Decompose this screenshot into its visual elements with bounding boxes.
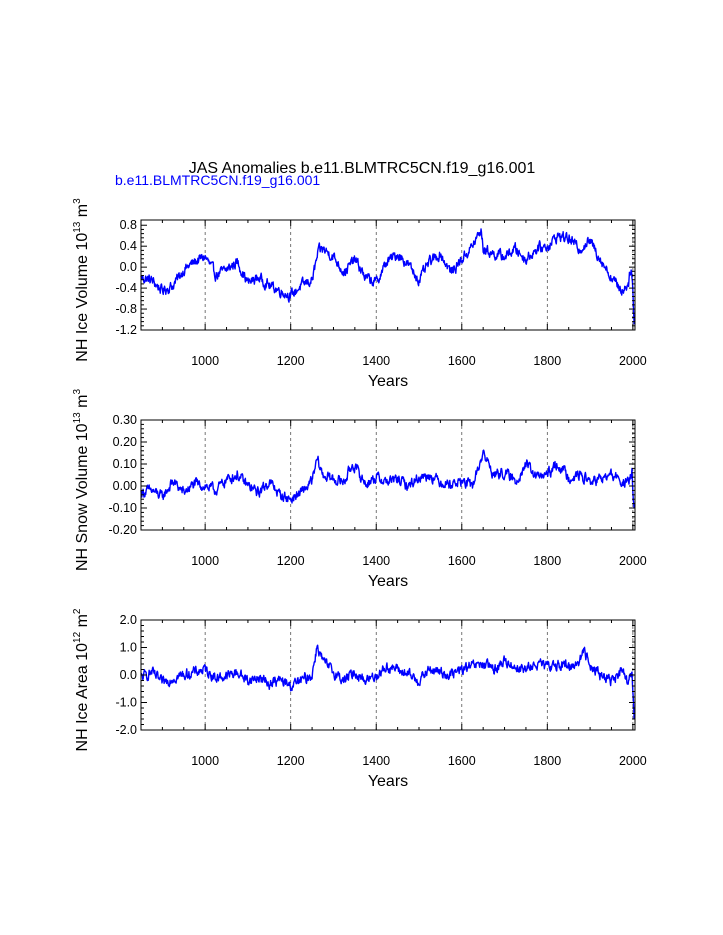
x-tick-label: 1600: [448, 754, 476, 768]
x-tick-label: 2000: [619, 754, 647, 768]
y-tick-label: 0.8: [120, 218, 137, 232]
y-axis-title: NH Ice Volume 1013 m3: [72, 198, 91, 362]
x-tick-label: 1000: [191, 354, 219, 368]
y-tick-label: 2.0: [120, 613, 137, 627]
x-tick-label: 1800: [533, 554, 561, 568]
figure-title: JAS Anomalies b.e11.BLMTRC5CN.f19_g16.00…: [189, 160, 536, 177]
y-tick-label: 0.10: [113, 457, 137, 471]
y-tick-label: 0.4: [120, 239, 137, 253]
x-tick-label: 1600: [448, 354, 476, 368]
chart-panel-1: 1000 1200 1400 1600 1800 2000 0.8 0.4 0.0 -0.4 -0.…: [72, 198, 647, 390]
legend-label: b.e11.BLMTRC5CN.f19_g16.001: [115, 172, 320, 188]
chart-panels: 1000 1200 1400 1600 1800 2000 0.8 0.4 0.0 -0.4 -0.…: [72, 198, 647, 790]
plot-frame: [140, 219, 636, 331]
x-axis-title: Years: [368, 573, 408, 590]
x-axis-title: Years: [368, 773, 408, 790]
x-tick-label: 1800: [533, 754, 561, 768]
x-tick-label: 1200: [277, 354, 305, 368]
plot-frame: [140, 419, 636, 531]
x-tick-label: 1400: [362, 754, 390, 768]
x-tick-label: 1200: [277, 754, 305, 768]
x-tick-label: 1200: [277, 554, 305, 568]
y-tick-label: 0.30: [113, 413, 137, 427]
x-tick-label: 2000: [619, 554, 647, 568]
data-series-line: [140, 228, 635, 325]
data-series-line: [140, 644, 635, 719]
y-axis-title: NH Ice Area 1012 m2: [72, 608, 91, 751]
y-tick-label: 0.0: [120, 260, 137, 274]
y-tick-label: -2.0: [115, 723, 137, 737]
y-tick-label: 0.00: [113, 479, 137, 493]
x-tick-label: 2000: [619, 354, 647, 368]
y-tick-label: -1.0: [115, 696, 137, 710]
y-tick-label: -0.10: [109, 501, 138, 515]
y-tick-label: -1.2: [115, 323, 137, 337]
y-tick-label: 1.0: [120, 641, 137, 655]
chart-panel-3: 1000 1200 1400 1600 1800 2000 2.0 1.0 0.0 -1.0 -2.…: [72, 608, 647, 790]
y-tick-label: 0.0: [120, 668, 137, 682]
x-tick-label: 1600: [448, 554, 476, 568]
y-axis-title: NH Snow Volume 1013 m3: [72, 389, 91, 572]
x-tick-label: 1800: [533, 354, 561, 368]
x-tick-label: 1400: [362, 554, 390, 568]
chart-panel-2: 1000 1200 1400 1600 1800 2000 0.30 0.20 0.10 0.00…: [72, 389, 647, 590]
x-axis-title: Years: [368, 373, 408, 390]
y-tick-label: -0.4: [115, 281, 137, 295]
x-tick-label: 1400: [362, 354, 390, 368]
y-tick-label: -0.20: [109, 523, 138, 537]
data-series-line: [140, 449, 635, 509]
y-tick-label: 0.20: [113, 435, 137, 449]
x-tick-label: 1000: [191, 754, 219, 768]
y-tick-label: -0.8: [115, 302, 137, 316]
x-tick-label: 1000: [191, 554, 219, 568]
